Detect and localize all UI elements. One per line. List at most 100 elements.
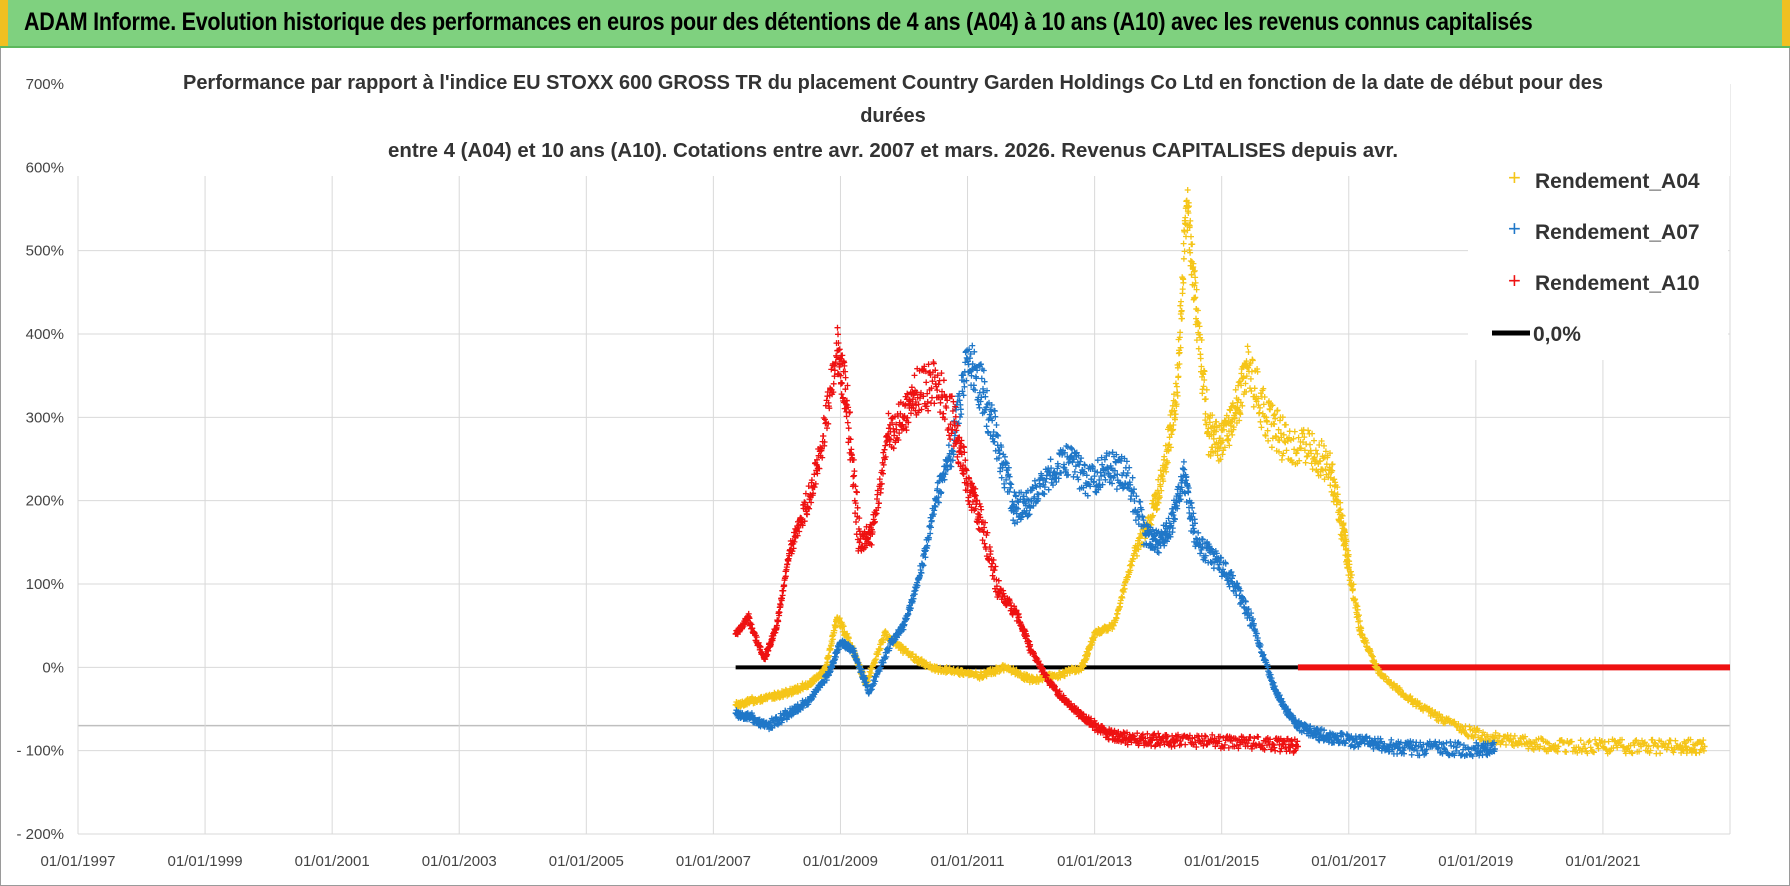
x-tick-label: 01/01/1997 [40, 853, 115, 870]
y-tick-label: 300% [26, 409, 64, 426]
series-fill-points [787, 680, 812, 698]
series-fill-points [1333, 730, 1364, 751]
series-fill-points [1085, 450, 1110, 496]
x-tick-label: 01/01/2001 [295, 853, 370, 870]
x-tick-label: 01/01/2007 [676, 853, 751, 870]
series-fill-points [1314, 725, 1339, 746]
title-line-1: Performance par rapport à l'indice EU ST… [183, 72, 1603, 94]
series-fill-points [901, 372, 920, 434]
series-fill-points [1155, 515, 1174, 556]
series-fill-points [1460, 723, 1498, 746]
series-fill-points [1085, 714, 1110, 741]
series-fill-points [901, 645, 932, 671]
data-point [773, 622, 780, 629]
y-tick-label: 400% [26, 326, 64, 343]
series-fill-points [901, 574, 923, 628]
data-point [1441, 745, 1448, 752]
series-fill-points [1403, 693, 1434, 719]
series-fill-points [885, 399, 907, 452]
x-tick-label: 01/01/2019 [1438, 853, 1513, 870]
banner: ADAM Informe. Evolution historique des p… [0, 0, 1790, 48]
series-fill-points [866, 637, 894, 695]
legend-a07: Rendement_A07 [1535, 221, 1700, 244]
x-tick-label: 01/01/2003 [422, 853, 497, 870]
series-rendement_a10 [732, 324, 1301, 756]
series-fill-points [1149, 730, 1180, 750]
series-fill-points [1111, 558, 1136, 626]
banner-accent-right [1782, 0, 1790, 46]
series-fill-points [1327, 450, 1346, 542]
series-fill-points [1054, 662, 1085, 682]
series-fill-points [952, 666, 983, 682]
title-line-2: durées [860, 105, 926, 127]
series-fill-points [1174, 198, 1190, 399]
series-fill-points [1180, 458, 1199, 550]
series-fill-points [1270, 735, 1301, 756]
series-fill-points [1184, 187, 1199, 328]
x-tick-label: 01/01/1999 [168, 853, 243, 870]
series-fill-points [1124, 729, 1155, 749]
series-fill-points [1639, 736, 1682, 757]
legend-marker-a10: + [1508, 268, 1521, 293]
series-fill-points [1193, 529, 1218, 572]
data-point [1110, 622, 1117, 629]
series-fill-points [1092, 621, 1117, 638]
data-point [1555, 743, 1562, 750]
series-fill-points [1149, 453, 1168, 519]
series-fill-points [1104, 449, 1129, 493]
series-fill-points [802, 444, 824, 518]
series-fill-points [761, 624, 780, 663]
series-fill-points [1282, 421, 1313, 468]
series-fill-points [1492, 729, 1529, 749]
series-fill-points [977, 503, 1002, 600]
data-point [1491, 735, 1498, 742]
series-fill-points [1193, 286, 1212, 458]
series-fill-points [1047, 443, 1072, 489]
series-fill-points [1231, 580, 1256, 629]
legend: + Rendement_A04 + Rendement_A07 + Rendem… [1468, 160, 1728, 360]
series-fill-points [1028, 648, 1053, 689]
series-fill-points [821, 614, 840, 674]
series-fill-points [745, 610, 767, 661]
banner-title: ADAM Informe. Evolution historique des p… [24, 8, 1533, 36]
series-fill-points [996, 442, 1018, 527]
series-layer [732, 187, 1730, 760]
legend-a04: Rendement_A04 [1535, 170, 1700, 193]
data-point [1269, 741, 1276, 747]
series-fill-points [1066, 444, 1091, 499]
series-fill-points [844, 382, 863, 554]
series-fill-points [749, 691, 774, 707]
title-line-3: entre 4 (A04) et 10 ans (A10). Cotations… [388, 140, 1398, 162]
y-tick-label: 500% [26, 243, 64, 260]
series-fill-points [1161, 380, 1180, 475]
data-point [977, 514, 984, 521]
legend-marker-a04: + [1508, 165, 1521, 190]
series-fill-points [964, 474, 983, 533]
series-fill-points [1441, 738, 1479, 760]
y-axis: 700% 600% 500% 400% 300% 200% 100% 0% - 100% - 20… [16, 76, 64, 843]
series-fill-points [927, 661, 958, 677]
legend-zero: 0,0% [1533, 323, 1581, 346]
y-tick-label: 600% [26, 159, 64, 176]
title-background [70, 74, 1730, 176]
series-fill-points [764, 707, 793, 733]
y-tick-label: 700% [26, 76, 64, 93]
series-fill-points [977, 662, 1008, 681]
chart-title: Performance par rapport à l'indice EU ST… [183, 72, 1603, 162]
series-fill-points [888, 621, 907, 646]
series-fill-points [1250, 620, 1275, 685]
series-fill-points [1219, 400, 1238, 458]
x-tick-label: 01/01/2011 [931, 853, 1005, 870]
x-tick-label: 01/01/2005 [549, 853, 624, 870]
series-fill-points [1244, 343, 1269, 439]
series-fill-points [1410, 738, 1447, 759]
series-fill-points [964, 342, 986, 417]
legend-background [1468, 160, 1728, 360]
data-point [1701, 743, 1708, 750]
series-fill-points [914, 359, 939, 416]
series-fill-points [732, 612, 751, 638]
series-fill-points [1175, 731, 1212, 750]
series-fill-points [1308, 430, 1333, 483]
series-fill-points [1238, 733, 1275, 753]
series-rendement_a04 [732, 187, 1708, 757]
